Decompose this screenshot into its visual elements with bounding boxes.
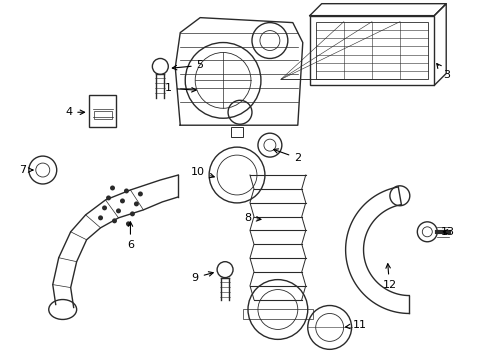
Circle shape <box>120 198 125 203</box>
Text: 12: 12 <box>382 264 396 289</box>
Text: 11: 11 <box>345 320 366 330</box>
Circle shape <box>116 208 121 213</box>
Circle shape <box>138 192 142 197</box>
Circle shape <box>130 211 135 216</box>
Text: 4: 4 <box>65 107 84 117</box>
Text: 10: 10 <box>191 167 214 178</box>
Text: 2: 2 <box>273 149 301 163</box>
Text: 3: 3 <box>436 64 449 80</box>
Text: 8: 8 <box>244 213 261 223</box>
Circle shape <box>98 215 103 220</box>
Circle shape <box>102 206 107 210</box>
Circle shape <box>134 201 139 206</box>
Text: 9: 9 <box>191 272 213 283</box>
Text: 1: 1 <box>164 84 196 93</box>
Circle shape <box>126 221 131 226</box>
Circle shape <box>112 219 117 223</box>
Circle shape <box>110 185 115 190</box>
Circle shape <box>124 189 129 193</box>
Circle shape <box>106 195 111 201</box>
Text: 7: 7 <box>19 165 33 175</box>
Text: 5: 5 <box>172 60 203 71</box>
Text: 6: 6 <box>127 222 134 250</box>
Text: 13: 13 <box>440 227 454 237</box>
